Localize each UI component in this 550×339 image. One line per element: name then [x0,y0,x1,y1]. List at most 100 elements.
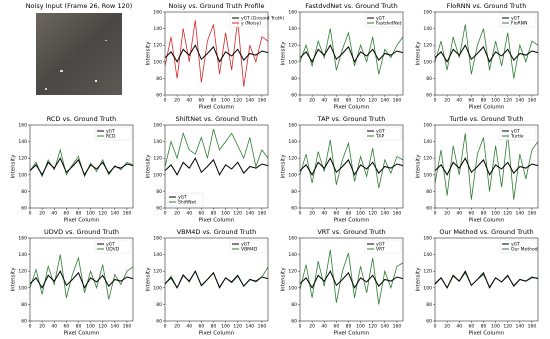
legend-label: yGT (Ground Truth) [241,16,284,22]
y-tick-label: 60 [156,206,162,212]
x-axis-label: Pixel Column [469,218,505,224]
x-tick-label: 160 [258,98,267,104]
chart-title: Our Method vs. Ground Truth [439,228,533,236]
series-line [300,157,403,176]
y-tick-label: 80 [21,302,27,308]
x-tick-label: 100 [491,211,500,217]
x-tick-label: 60 [468,98,474,104]
legend-label: Our Method [511,247,538,253]
x-tick-label: 20 [174,211,180,217]
x-tick-label: 0 [29,211,32,217]
y-tick-label: 80 [426,76,432,82]
x-tick-label: 160 [123,211,132,217]
y-tick-label: 80 [291,189,297,195]
y-tick-label: 60 [426,206,432,212]
y-axis-label: Intensity [146,41,152,66]
x-tick-label: 80 [211,98,217,104]
y-axis-label: Intensity [146,154,152,179]
y-tick-label: 140 [18,252,27,258]
x-tick-label: 40 [321,324,327,330]
y-tick-label: 120 [423,269,432,275]
y-axis-label: Intensity [11,267,17,292]
y-tick-label: 140 [288,139,297,145]
x-tick-label: 120 [368,211,377,217]
y-tick-label: 100 [423,172,432,178]
chart-title: VBM4D vs. Ground Truth [177,228,257,236]
x-tick-label: 100 [221,324,230,330]
x-tick-label: 120 [98,211,107,217]
x-tick-label: 100 [86,324,95,330]
y-tick-label: 160 [18,123,27,129]
legend-label: Turtle [510,134,524,140]
y-tick-label: 80 [21,189,27,195]
x-tick-label: 100 [221,98,230,104]
x-tick-label: 160 [123,324,132,330]
y-axis-label: Intensity [11,154,17,179]
y-tick-label: 80 [426,302,432,308]
x-tick-label: 140 [381,211,390,217]
y-axis-label: Intensity [281,41,287,66]
y-tick-label: 100 [288,59,297,65]
noisy-image [36,13,122,95]
series-line [165,129,268,168]
series-line [435,24,538,79]
y-tick-label: 160 [18,236,27,242]
x-tick-label: 80 [346,98,352,104]
x-tick-label: 40 [51,211,57,217]
x-tick-label: 80 [211,324,217,330]
x-axis-label: Pixel Column [469,331,505,337]
chart-title: FastdvdNet vs. Ground Truth [305,2,397,10]
series-line [165,266,268,289]
y-tick-label: 140 [423,139,432,145]
x-tick-label: 0 [164,211,167,217]
y-axis-label: Intensity [416,154,422,179]
y-tick-label: 60 [291,319,297,325]
x-tick-label: 120 [233,98,242,104]
x-tick-label: 140 [246,98,255,104]
legend-box [229,239,267,254]
y-tick-label: 100 [288,172,297,178]
y-tick-label: 100 [153,172,162,178]
x-tick-label: 20 [39,324,45,330]
x-tick-label: 140 [516,211,525,217]
x-axis-label: Pixel Column [334,218,370,224]
y-tick-label: 120 [153,269,162,275]
plot-frame [164,237,269,322]
chart-title: Noisy vs. Ground Truth Profile [168,2,264,10]
x-axis-label: Pixel Column [334,105,370,111]
y-tick-label: 60 [156,319,162,325]
x-tick-label: 0 [434,211,437,217]
series-line [435,270,538,289]
x-tick-label: 80 [481,324,487,330]
series-line [30,157,133,176]
image-speck [45,88,47,90]
plot-frame [434,237,539,322]
x-tick-label: 160 [258,324,267,330]
y-tick-label: 100 [288,285,297,291]
chart-title: FloRNN vs. Ground Truth [447,2,527,10]
plot-frame [164,124,269,209]
legend-box [499,126,537,141]
series-line [165,270,268,289]
chart-title: Turtle vs. Ground Truth [448,115,523,123]
x-tick-label: 160 [528,211,537,217]
legend-box [364,126,402,141]
chart-title: VRT vs. Ground Truth [317,228,385,236]
x-tick-label: 20 [309,211,315,217]
legend-label: yGT [241,242,250,248]
x-tick-label: 40 [456,98,462,104]
chart-title: RCD vs. Ground Truth [47,115,117,123]
y-tick-label: 80 [426,189,432,195]
y-tick-label: 160 [153,123,162,129]
legend-label: ShiftNet [178,200,196,206]
series-line [165,157,268,176]
x-tick-label: 80 [346,211,352,217]
x-tick-label: 20 [309,324,315,330]
x-tick-label: 60 [63,211,69,217]
x-axis-label: Pixel Column [334,331,370,337]
plot-frame [29,237,134,322]
plot-frame [164,11,269,96]
x-tick-label: 120 [368,98,377,104]
series-line [435,133,538,200]
